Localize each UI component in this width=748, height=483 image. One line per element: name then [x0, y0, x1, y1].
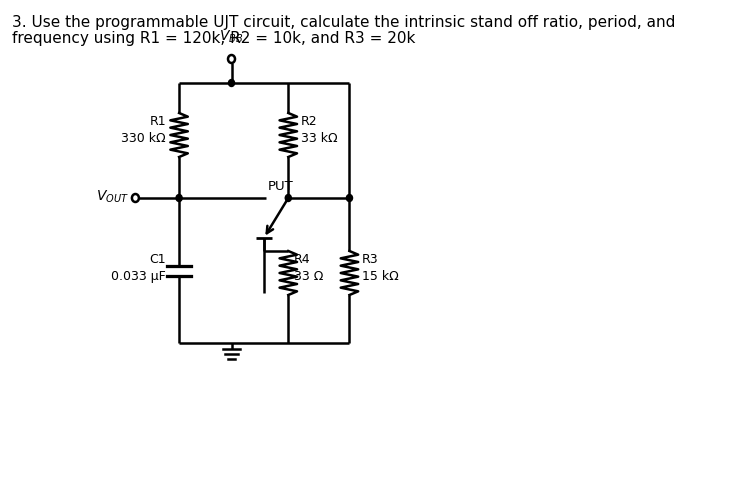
Text: frequency using R1 = 120k, R2 = 10k, and R3 = 20k: frequency using R1 = 120k, R2 = 10k, and… — [12, 31, 416, 46]
Text: R3
15 kΩ: R3 15 kΩ — [362, 253, 399, 283]
Text: R2
33 kΩ: R2 33 kΩ — [301, 115, 337, 145]
Circle shape — [285, 195, 292, 201]
Text: C1
0.033 μF: C1 0.033 μF — [111, 253, 166, 283]
Text: $V_{OUT}$: $V_{OUT}$ — [96, 189, 129, 205]
Text: R1
330 kΩ: R1 330 kΩ — [121, 115, 166, 145]
Circle shape — [228, 80, 235, 86]
Text: R4
33 Ω: R4 33 Ω — [293, 253, 323, 283]
Text: PUT: PUT — [269, 180, 294, 193]
Text: 3. Use the programmable UJT circuit, calculate the intrinsic stand off ratio, pe: 3. Use the programmable UJT circuit, cal… — [12, 15, 675, 30]
Text: $V_{BB}$: $V_{BB}$ — [219, 28, 244, 45]
Circle shape — [176, 195, 183, 201]
Circle shape — [346, 195, 352, 201]
